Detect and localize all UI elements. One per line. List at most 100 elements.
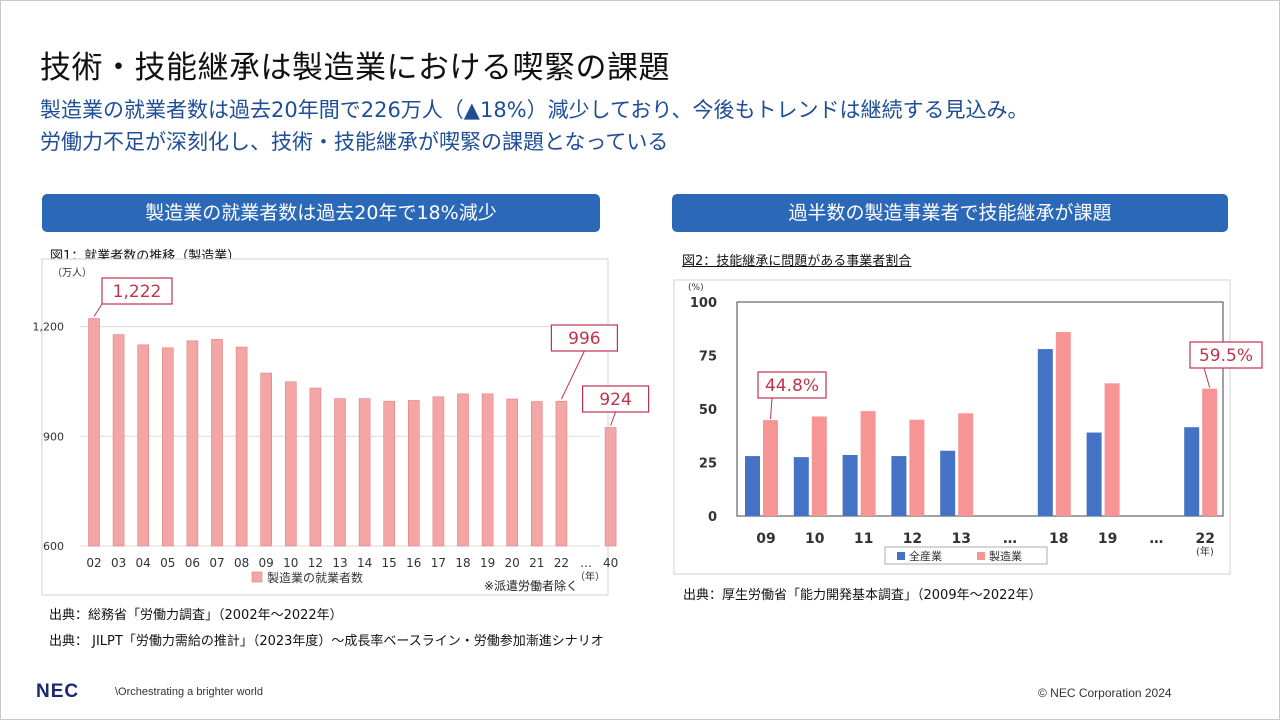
chart2-x-tick-label: 10 [805, 531, 825, 547]
chart1-x-tick-label: 04 [136, 556, 151, 570]
chart1-callout-line [610, 411, 617, 426]
chart2-legend-swatch-mfg [977, 552, 985, 560]
chart1-frame [41, 258, 609, 596]
chart2-bar-manufacturing [958, 413, 974, 516]
chart1-x-tick-label: 13 [332, 556, 347, 570]
chart2-x-tick-label: 19 [1098, 531, 1117, 547]
chart1-bar [432, 396, 445, 547]
chart1-legend-swatch [251, 571, 263, 583]
chart1-x-tick-label: 09 [259, 556, 274, 570]
chart2-callout-box [1189, 341, 1263, 369]
left-banner: 製造業の就業者数は過去20年で18%減少 [42, 194, 600, 232]
chart1-callout-box [101, 277, 173, 305]
chart1-bar [506, 398, 519, 547]
chart1-bar [481, 393, 494, 547]
chart2-x-tick-label: 09 [756, 531, 775, 547]
chart1-callout-label: 996 [568, 329, 600, 349]
chart2-x-tick-label: … [1149, 531, 1163, 547]
chart2-bar-manufacturing [1055, 331, 1071, 516]
chart2-bar-all-industries [1184, 427, 1200, 516]
slide-title: 技術・技能継承は製造業における喫緊の課題 [40, 50, 670, 86]
chart1-bar [407, 400, 420, 547]
chart1-y-tick-label: 600 [43, 540, 64, 553]
chart2-bar-manufacturing [811, 416, 827, 516]
chart2-bar-all-industries [793, 457, 809, 516]
chart1-bar [555, 400, 568, 547]
chart2-bar-manufacturing [909, 419, 925, 516]
chart2-y-tick-label: 25 [699, 457, 717, 472]
chart2-plot-border [736, 301, 1224, 517]
chart1-unit-label: （万人） [52, 267, 92, 279]
chart2-y-tick-label: 75 [699, 350, 717, 365]
chart1-callout-box [550, 324, 619, 352]
chart1-x-tick-label: 18 [455, 556, 470, 570]
chart2-x-tick-label: 18 [1049, 531, 1068, 547]
chart1-bar [162, 347, 174, 547]
chart1-x-tick-label: 15 [382, 556, 397, 570]
chart1-note: ※派遣労働者除く [484, 578, 578, 593]
chart2-bar-all-industries [891, 456, 907, 516]
chart1-bar [358, 398, 371, 547]
chart2-bar-all-industries [745, 456, 760, 516]
chart1-bar [309, 387, 322, 547]
chart1-bar [530, 401, 543, 547]
chart1-bar [211, 339, 223, 547]
chart1-callout-box [581, 385, 650, 413]
chart1-x-tick-label: 07 [209, 556, 224, 570]
chart1-y-tick-label: 1,200 [33, 321, 65, 334]
chart1-callout-line [560, 350, 585, 400]
chart2-callout-label: 44.8% [765, 376, 819, 396]
chart1-x-tick-label: 06 [185, 556, 200, 570]
chart2-bar-manufacturing [763, 420, 778, 516]
chart1-x-tick-label: 22 [554, 556, 569, 570]
chart1-x-tick-label: 03 [111, 556, 126, 570]
chart2-x-tick-label: 11 [854, 531, 873, 547]
chart1-bar [383, 400, 396, 547]
figure2-caption: 図2：技能継承に問題がある事業者割合 [682, 254, 912, 269]
chart1-x-tick-label: 05 [160, 556, 175, 570]
chart1-bar [260, 372, 273, 547]
chart2-x-tick-label: … [1003, 531, 1017, 547]
chart2-legend-label-all: 全産業 [909, 549, 942, 563]
subtitle-line-1: 製造業の就業者数は過去20年間で226万人（▲18%）減少しており、今後もトレン… [40, 98, 1029, 122]
chart2-x-unit-label: (年) [1196, 545, 1214, 558]
chart2-legend-box [884, 546, 1048, 565]
chart1-callout-line [93, 303, 103, 317]
chart1-x-tick-label: 20 [505, 556, 520, 570]
chart1-bar [88, 318, 100, 547]
chart1-bar [284, 381, 297, 547]
chart1-bar [457, 393, 469, 547]
chart2-bar-manufacturing [860, 411, 876, 516]
chart2-callout-box [757, 371, 827, 399]
source-note-3: 出典：厚生労働省「能力開発基本調査」（2009年～2022年） [683, 588, 1042, 603]
footer-copyright: © NEC Corporation 2024 [1038, 686, 1172, 700]
chart1-x-tick-label: 12 [308, 556, 323, 570]
chart2-legend-label-mfg: 製造業 [989, 549, 1022, 563]
chart2-bar-all-industries [940, 450, 956, 516]
chart1-x-tick-label: 16 [406, 556, 421, 570]
subtitle-line-2: 労働力不足が深刻化し、技術・技能継承が喫緊の課題となっている [40, 130, 669, 154]
source-note-1: 出典：総務省「労働力調査」（2002年～2022年） [49, 608, 343, 623]
chart1-x-tick-label: 10 [283, 556, 298, 570]
chart1-x-tick-label: 14 [357, 556, 372, 570]
chart1-x-tick-label: 17 [431, 556, 446, 570]
chart1-x-tick-label: 40 [603, 556, 618, 570]
chart1-bar [186, 340, 199, 547]
chart2-bar-all-industries [1086, 432, 1102, 516]
chart1-bar [137, 344, 149, 547]
chart1-x-tick-label: 02 [86, 556, 101, 570]
chart2-y-tick-label: 0 [708, 510, 717, 525]
chart2-bar-all-industries [842, 455, 858, 516]
chart1-callout-label: 924 [599, 390, 631, 410]
chart2-x-tick-label: 12 [903, 531, 922, 547]
right-banner: 過半数の製造事業者で技能継承が課題 [672, 194, 1228, 232]
chart1-bar [235, 346, 248, 547]
chart2-x-tick-label: 13 [951, 531, 970, 547]
chart2-bar-all-industries [1037, 349, 1053, 516]
footer-tagline: \Orchestrating a brighter world [115, 686, 263, 698]
source-note-2: 出典： JILPT「労働力需給の推計」（2023年度）～成長率ベースライン・労働… [49, 634, 604, 649]
chart2-callout-line [770, 397, 773, 420]
chart2-unit-label: (%) [688, 283, 704, 293]
chart2-bar-manufacturing [1104, 383, 1120, 516]
